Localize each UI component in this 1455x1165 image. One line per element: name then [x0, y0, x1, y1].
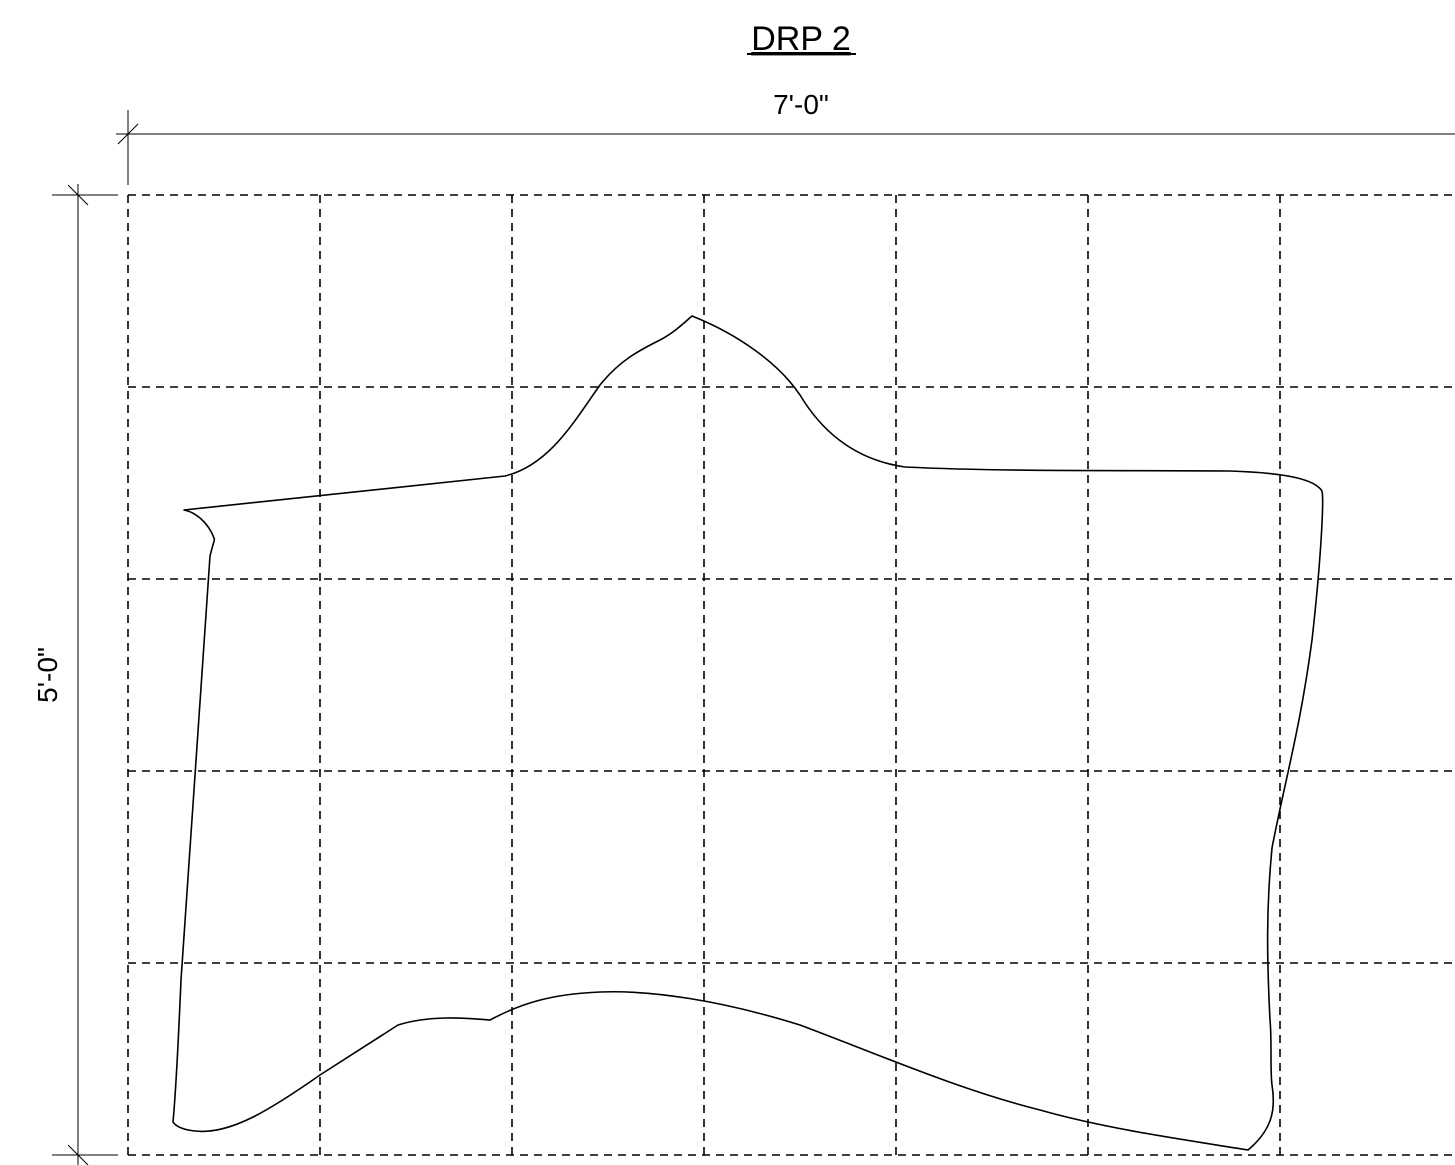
- height-dimension-tick-bottom: [67, 1144, 89, 1165]
- width-dimension-tick: [117, 123, 139, 145]
- drawing-title: DRP 2: [751, 20, 851, 58]
- pattern-outline: [172, 315, 1324, 1151]
- dashed-grid: [127, 194, 1455, 1156]
- width-dimension: 7'-0": [116, 89, 1455, 185]
- width-dimension-label: 7'-0": [773, 89, 829, 120]
- height-dimension-label: 5'-0": [32, 647, 63, 703]
- height-dimension-tick-top: [67, 184, 89, 206]
- height-dimension: 5'-0": [32, 184, 118, 1165]
